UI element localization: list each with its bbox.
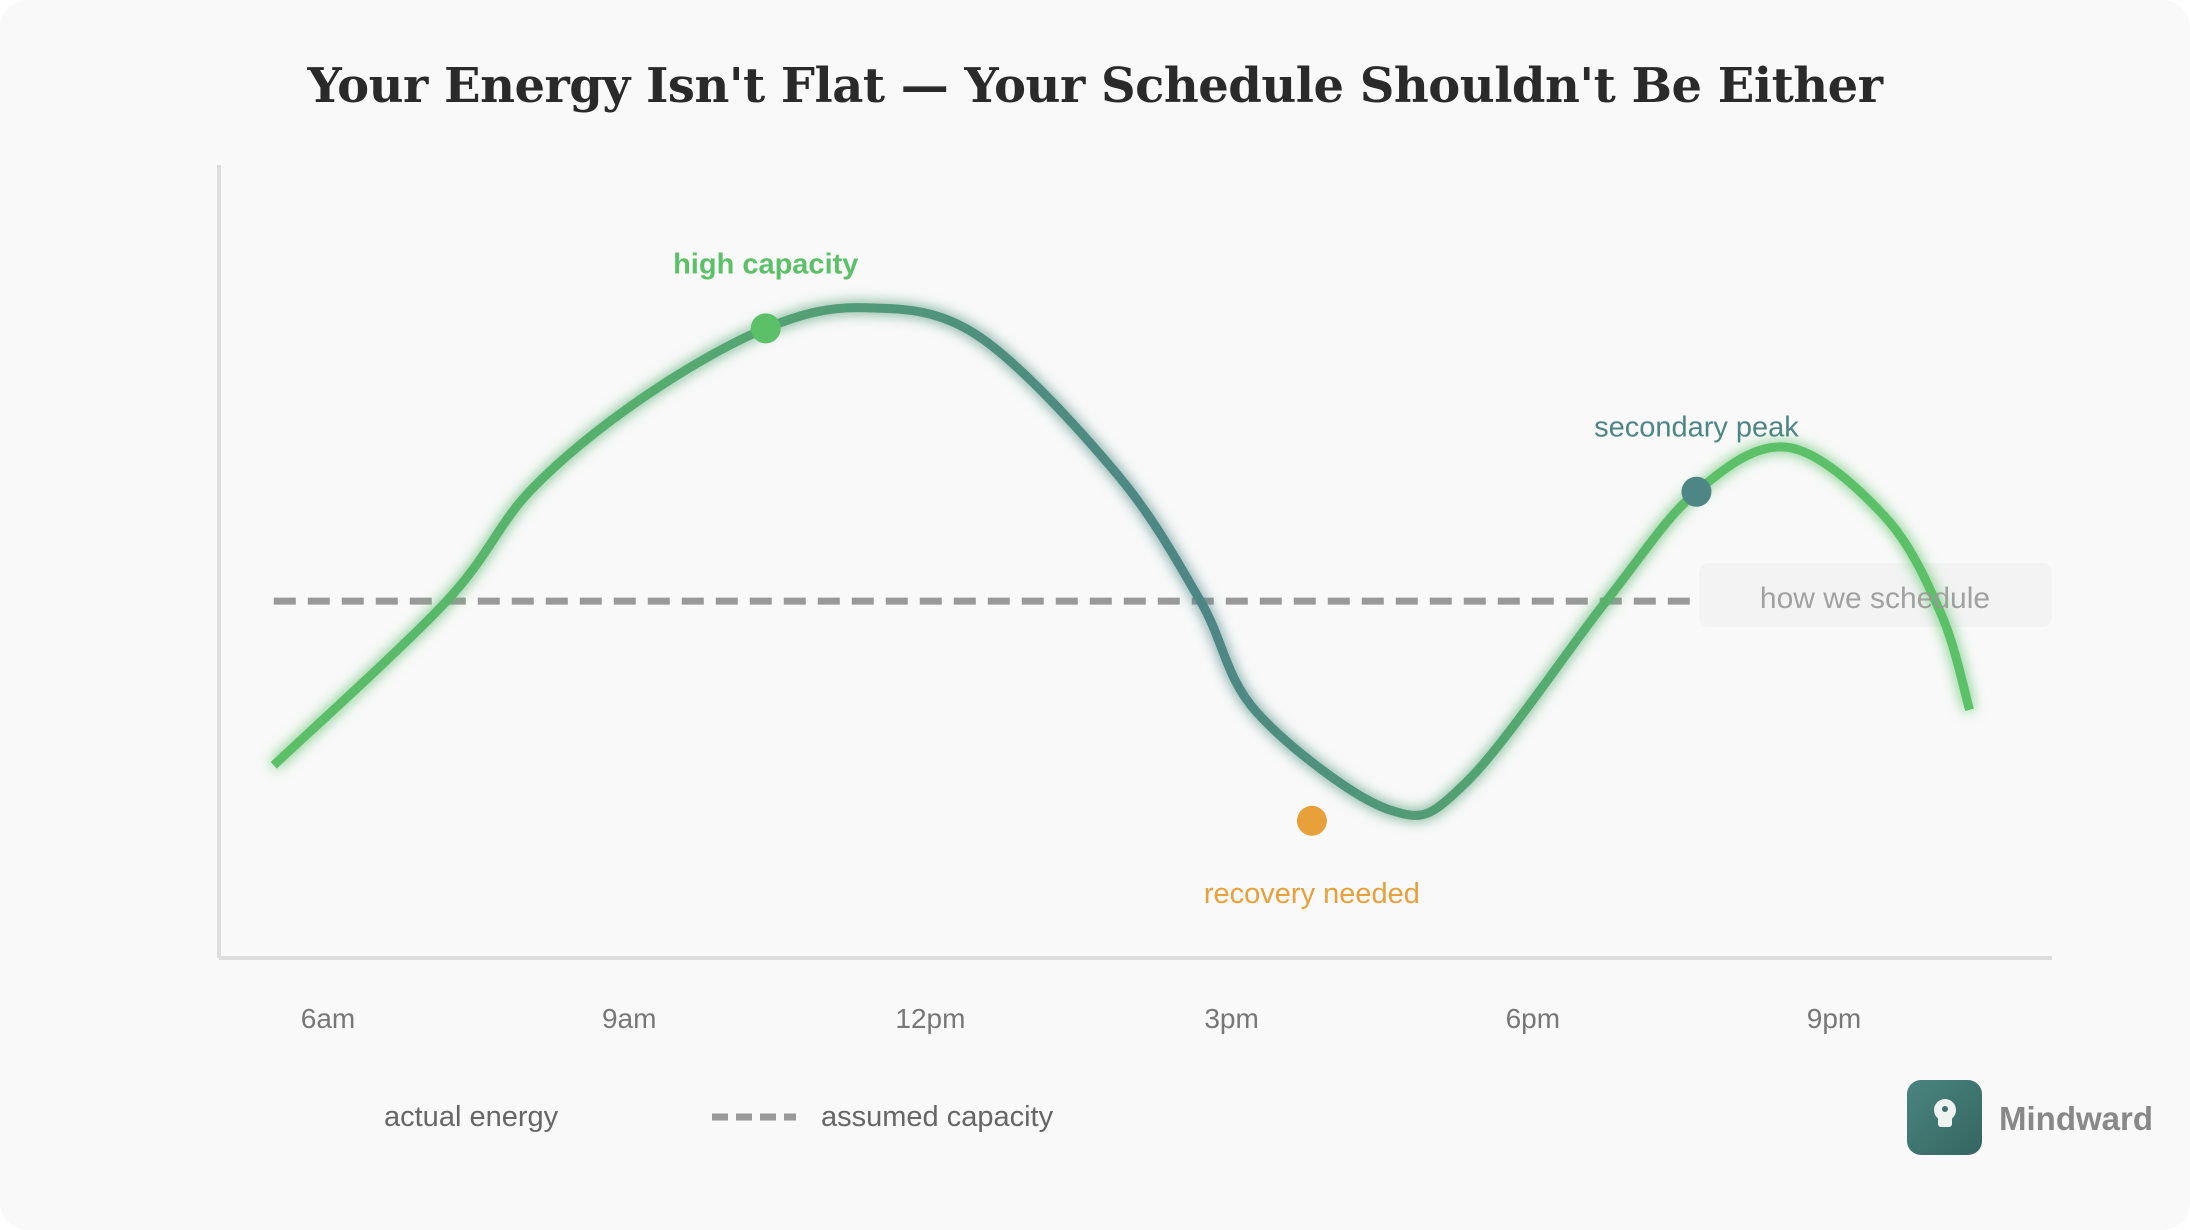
- chart-title: Your Energy Isn't Flat — Your Schedule S…: [307, 58, 1883, 114]
- legend-actual-energy: actual energy: [384, 1101, 559, 1133]
- lightbulb-icon: [1934, 1099, 1956, 1127]
- annotation-label: high capacity: [673, 248, 858, 280]
- x-tick-label: 6pm: [1506, 1003, 1560, 1034]
- brand-logo: [1907, 1080, 1982, 1155]
- how-we-schedule-label: how we schedule: [1760, 582, 1990, 615]
- brand-name: Mindward: [1999, 1100, 2153, 1137]
- annotation-dot: [750, 313, 781, 344]
- how-we-schedule-box: [1699, 563, 2052, 627]
- annotation-dot: [1296, 805, 1327, 836]
- x-tick-label: 6am: [301, 1003, 355, 1034]
- annotation-label: recovery needed: [1204, 878, 1420, 910]
- annotation-dot: [1681, 476, 1712, 507]
- x-tick-label: 9pm: [1807, 1003, 1861, 1034]
- x-tick-label: 12pm: [895, 1003, 965, 1034]
- annotation-label: secondary peak: [1594, 412, 1799, 444]
- x-tick-label: 3pm: [1204, 1003, 1258, 1034]
- x-tick-label: 9am: [602, 1003, 656, 1034]
- actual-energy-line: [270, 303, 1974, 820]
- legend-assumed-capacity: assumed capacity: [821, 1101, 1054, 1133]
